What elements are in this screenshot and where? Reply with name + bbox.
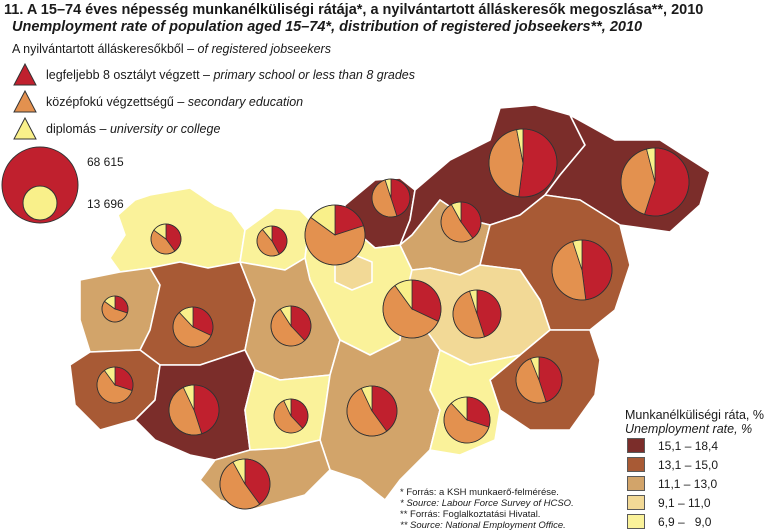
pie-outline — [270, 305, 312, 347]
class-label: 6,9 – 9,0 — [658, 514, 712, 529]
size-legend-min — [22, 185, 58, 221]
title-en: Unemployment rate of population aged 15–… — [12, 19, 643, 35]
pie-tolna — [273, 398, 309, 434]
triangle-icon-primary — [13, 62, 37, 86]
legend-label-en: primary school or less than 8 grades — [213, 68, 415, 82]
legend-label-en: university or college — [109, 122, 221, 136]
class-label: 9,1 – 11,0 — [658, 495, 711, 510]
pie-zala — [96, 366, 134, 404]
pie-layer — [96, 128, 690, 510]
pie-outline — [150, 223, 182, 255]
legend-label-en: secondary education — [187, 95, 304, 109]
legend-heading-hu: A nyilvántartott álláskeresőkből — [12, 42, 184, 56]
pie-outline — [346, 385, 398, 437]
legend-label-hu: diplomás — [46, 122, 97, 136]
pie-bekes — [515, 356, 563, 404]
source-line: ** Source: National Employment Office. — [400, 520, 566, 531]
source-line: * Source: Labour Force Survey of HCSO. — [400, 498, 574, 509]
pie-bacs — [346, 385, 398, 437]
legend-label-hu: legfeljebb 8 osztályt végzett — [46, 68, 200, 82]
class-swatch — [627, 495, 645, 510]
triangle-icon-university — [13, 116, 37, 140]
class-legend-row: 15,1 – 18,4 — [627, 436, 780, 455]
pie-outline — [620, 147, 690, 217]
pie-heves — [440, 201, 482, 243]
source-line: * Forrás: a KSH munkaerő-felmérése. — [400, 487, 559, 498]
class-swatch — [627, 438, 645, 453]
class-legend-row: 13,1 – 15,0 — [627, 455, 780, 474]
pie-nograd — [371, 178, 411, 218]
legend-heading-en: of registered jobseekers — [197, 42, 331, 56]
legend-item-secondary: középfokú végzettségű – secondary educat… — [12, 89, 303, 115]
pie-outline — [440, 201, 482, 243]
pie-outline — [256, 225, 288, 257]
size-max-label: 68 615 — [87, 155, 124, 169]
size-legend-max — [1, 146, 79, 224]
pie-borsod — [488, 128, 558, 198]
size-min-label: 13 696 — [87, 197, 124, 211]
pie-outline — [551, 239, 613, 301]
class-legend-row: 9,1 – 11,0 — [627, 493, 780, 512]
pie-budapest — [304, 204, 366, 266]
pie-outline — [371, 178, 411, 218]
pie-szabolcs — [620, 147, 690, 217]
class-legend-title-en: Unemployment rate, % — [625, 422, 753, 436]
legend-item-university: diplomás – university or college — [12, 116, 220, 142]
pie-vas — [101, 295, 129, 323]
legend-item-primary: legfeljebb 8 osztályt végzett – primary … — [12, 62, 415, 88]
class-label: 11,1 – 13,0 — [658, 476, 718, 491]
pie-outline — [273, 398, 309, 434]
legend-label-hu: középfokú végzettségű — [46, 95, 174, 109]
class-swatch — [627, 457, 645, 472]
pie-csongrad — [443, 396, 491, 444]
pie-outline — [168, 384, 220, 436]
class-legend-row: 11,1 – 13,0 — [627, 474, 780, 493]
class-label: 13,1 – 15,0 — [658, 457, 719, 472]
pie-outline — [101, 295, 129, 323]
pie-veszprem — [172, 306, 214, 348]
pie-outline — [96, 366, 134, 404]
class-legend: Munkanélküliségi ráta, % Unemployment ra… — [625, 408, 780, 531]
pie-hajdu — [551, 239, 613, 301]
pie-outline — [219, 458, 271, 510]
pie-outline — [304, 204, 366, 266]
pie-outline — [488, 128, 558, 198]
class-label: 15,1 – 18,4 — [658, 438, 719, 453]
class-legend-rows: 15,1 – 18,4 13,1 – 15,0 11,1 – 13,0 9,1 – 1… — [625, 436, 780, 531]
pie-outline — [382, 279, 442, 339]
pie-baranya — [219, 458, 271, 510]
pie-outline — [452, 289, 502, 339]
source-line: ** Forrás: Foglalkoztatási Hivatal. — [400, 509, 541, 520]
pie-fejer — [270, 305, 312, 347]
legend-heading: A nyilvántartott álláskeresőkből – of re… — [12, 42, 331, 56]
triangle-icon-secondary — [13, 89, 37, 113]
class-legend-row: 6,9 – 9,0 — [627, 512, 780, 531]
sources: * Forrás: a KSH munkaerő-felmérése. * Sou… — [400, 487, 574, 531]
pie-pest — [382, 279, 442, 339]
size-legend — [1, 146, 79, 224]
title-hu: 11. A 15–74 éves népesség munkanélkülisé… — [4, 2, 704, 18]
class-swatch — [627, 476, 645, 491]
pie-somogy — [168, 384, 220, 436]
pie-gyor — [150, 223, 182, 255]
pie-outline — [172, 306, 214, 348]
pie-outline — [443, 396, 491, 444]
pie-jasz — [452, 289, 502, 339]
class-swatch — [627, 514, 645, 529]
pie-outline — [515, 356, 563, 404]
class-legend-title-hu: Munkanélküliségi ráta, % — [625, 408, 764, 422]
pie-komarom — [256, 225, 288, 257]
